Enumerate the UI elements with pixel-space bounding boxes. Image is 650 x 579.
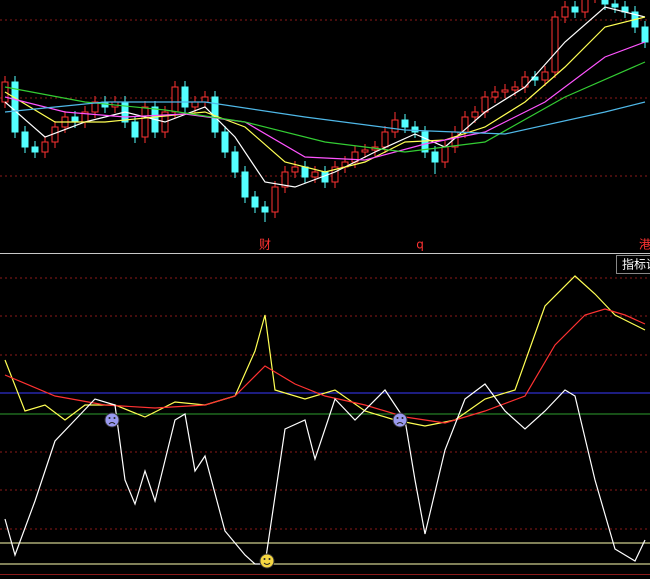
- signal-face: [259, 553, 275, 569]
- candle-body: [581, 0, 589, 13]
- candle-body: [611, 3, 619, 8]
- candle-body: [41, 141, 49, 153]
- candle-body: [281, 171, 289, 188]
- signal-eye: [263, 558, 266, 560]
- signal-icon: [104, 412, 120, 428]
- indicator-panel: [0, 275, 650, 569]
- candle-body: [31, 146, 39, 153]
- event-label: 财: [259, 238, 271, 252]
- candle-body: [441, 146, 449, 163]
- signal-eye: [396, 417, 399, 419]
- candle-body: [541, 71, 549, 81]
- indicator-button[interactable]: 指标说: [616, 255, 650, 274]
- candle-body: [331, 166, 339, 183]
- candle-body: [171, 86, 179, 113]
- candle-body: [21, 131, 29, 148]
- candle-body: [361, 149, 369, 153]
- candle-body: [411, 126, 419, 133]
- line: [4, 308, 646, 424]
- candle-body: [491, 91, 499, 98]
- candle-body: [551, 16, 559, 73]
- signal-mouth: [396, 422, 404, 425]
- candle-body: [191, 101, 199, 108]
- candle-body: [421, 131, 429, 153]
- candle-body: [71, 116, 79, 123]
- candle-body: [201, 96, 209, 103]
- signal-icon: [259, 553, 275, 569]
- line: [4, 61, 646, 153]
- candle-body: [301, 166, 309, 178]
- signal-face: [104, 412, 120, 428]
- candle-body: [501, 89, 509, 93]
- line: [4, 16, 646, 173]
- price-panel: [1, 0, 649, 222]
- signal-mouth: [108, 422, 116, 425]
- signal-eye: [108, 417, 111, 419]
- candle-body: [221, 131, 229, 153]
- candle-body: [511, 86, 519, 91]
- candle-body: [11, 81, 19, 133]
- line: [4, 6, 646, 188]
- candle-body: [481, 96, 489, 113]
- signal-eye: [268, 558, 271, 560]
- candle-body: [571, 6, 579, 13]
- line: [4, 101, 646, 135]
- candle-body: [251, 196, 259, 208]
- candle-body: [181, 86, 189, 108]
- candle-body: [381, 131, 389, 148]
- event-label: q: [416, 238, 424, 252]
- candle-body: [311, 171, 319, 178]
- candle-body: [291, 166, 299, 173]
- line: [4, 275, 646, 427]
- candle-body: [241, 171, 249, 198]
- candle-body: [261, 206, 269, 213]
- line: [4, 383, 646, 565]
- candle-body: [431, 151, 439, 163]
- signal-mouth: [263, 562, 271, 565]
- candle-body: [401, 119, 409, 128]
- candle-body: [141, 106, 149, 138]
- candle-body: [231, 151, 239, 173]
- line: [4, 41, 646, 161]
- candle-body: [391, 119, 399, 133]
- candle-body: [561, 6, 569, 18]
- candle-body: [601, 0, 609, 5]
- candle-body: [91, 101, 99, 113]
- signal-icon: [392, 412, 408, 428]
- button-frame[interactable]: [616, 255, 650, 274]
- candle-body: [271, 186, 279, 213]
- signal-eye: [401, 417, 404, 419]
- candle-body: [471, 111, 479, 118]
- signal-eye: [113, 417, 116, 419]
- candle-body: [131, 121, 139, 138]
- event-label: 港: [639, 238, 650, 252]
- candle-body: [641, 26, 649, 43]
- signal-face: [392, 412, 408, 428]
- button-label[interactable]: 指标说: [622, 257, 650, 272]
